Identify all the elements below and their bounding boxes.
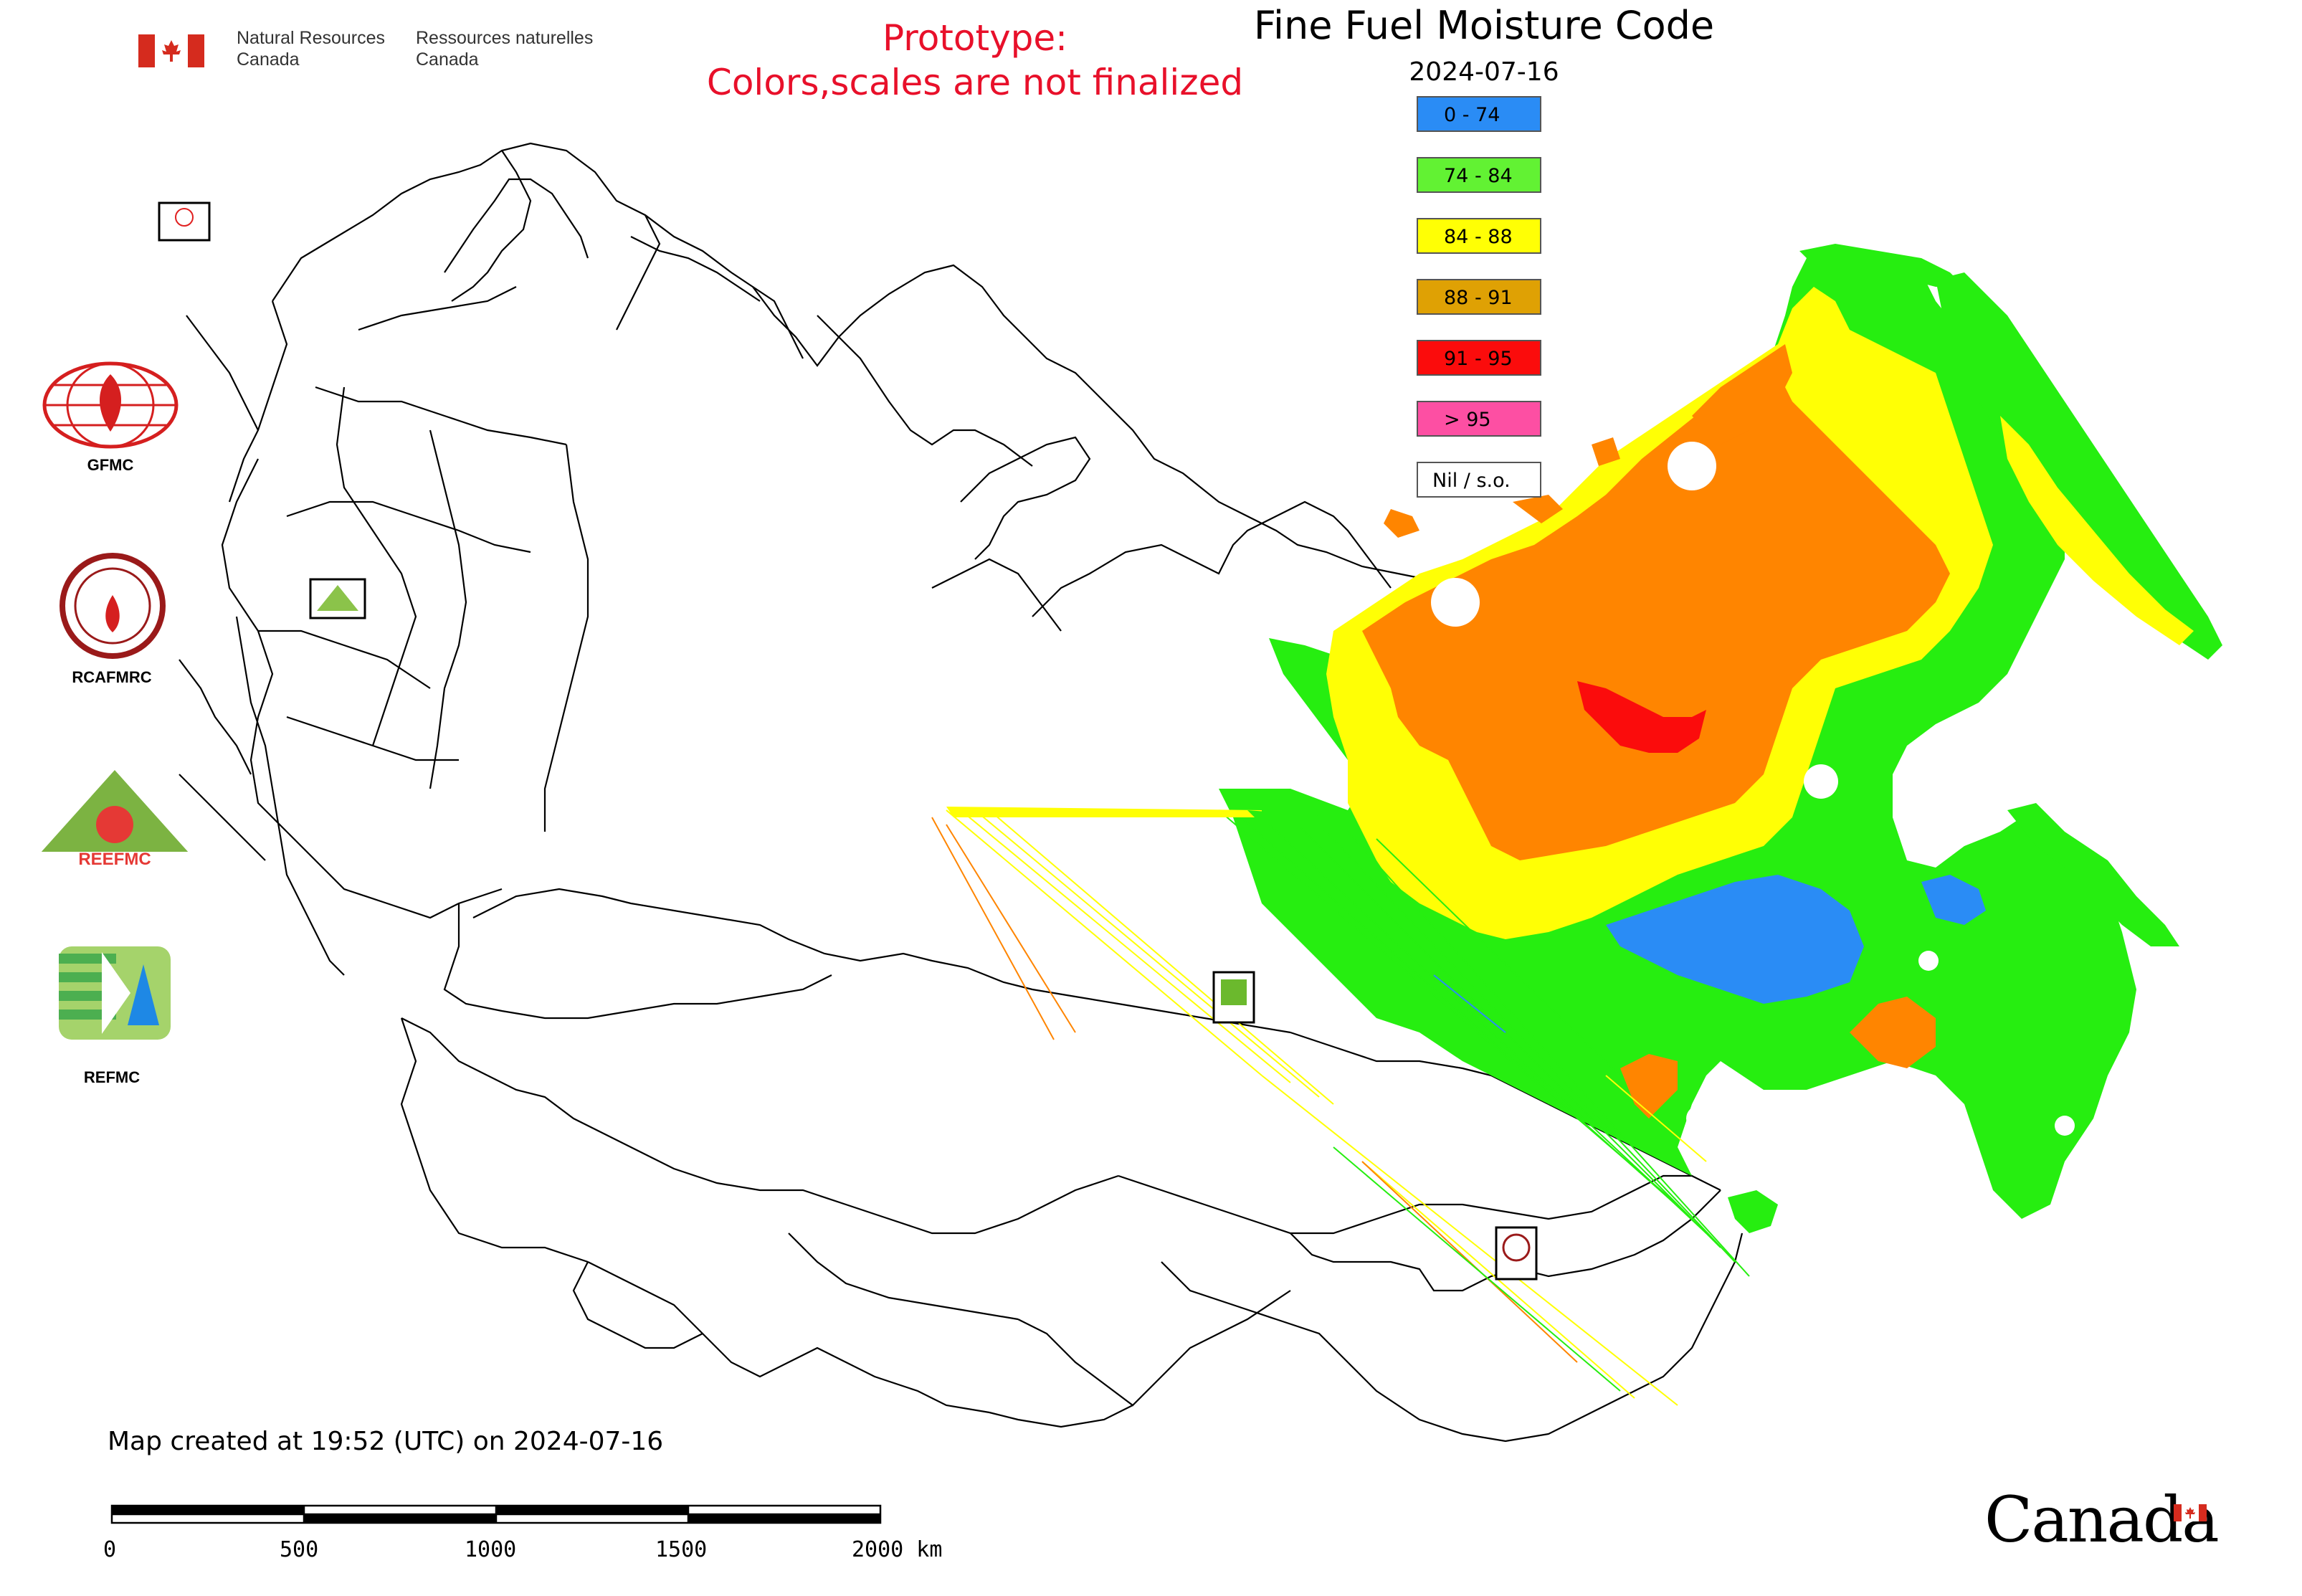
refmc-logo-label: REFMC (83, 1068, 141, 1086)
agency-name-en: Natural Resources Canada (237, 28, 386, 70)
refmc-logo-icon (59, 946, 171, 1040)
legend-item: 88 - 91 (1417, 279, 1541, 315)
scale-tick-1500: 1500 (655, 1537, 708, 1562)
map-date: 2024-07-16 (1409, 57, 1559, 87)
legend-item: > 95 (1417, 401, 1541, 437)
legend-item: 91 - 95 (1417, 340, 1541, 376)
gfmc-logo-label: GFMC (87, 456, 134, 474)
rcafmrc-logo-label: RCAFMRC (72, 668, 152, 686)
scale-tick-0: 0 (103, 1537, 117, 1562)
legend-item: 0 - 74 (1417, 96, 1541, 132)
legend-item: 84 - 88 (1417, 218, 1541, 254)
legend-item: Nil / s.o. (1417, 462, 1541, 498)
scale-tick-1000: 1000 (465, 1537, 517, 1562)
map-created-timestamp: Map created at 19:52 (UTC) on 2024-07-16 (108, 1427, 664, 1456)
map-title: Fine Fuel Moisture Code (1253, 3, 1715, 48)
svg-text:REEFMC: REEFMC (78, 850, 151, 868)
prototype-notice: Prototype: Colors,scales are not finaliz… (706, 17, 1244, 103)
scale-tick-500: 500 (280, 1537, 319, 1562)
scale-bar-fill (112, 1506, 880, 1523)
scale-tick-2000: 2000 km (852, 1537, 943, 1562)
rcafmrc-logo-icon (59, 552, 166, 660)
agency-name-fr: Ressources naturelles Canada (416, 28, 594, 70)
reefmc-logo-icon: REEFMC (37, 767, 192, 869)
legend-item: 74 - 84 (1417, 157, 1541, 193)
map-center-markers (158, 201, 1538, 1281)
gfmc-logo-icon (40, 360, 181, 450)
ffmc-data-overlay (931, 244, 2222, 1406)
canada-wordmark-flag-icon (2174, 1504, 2207, 1521)
canada-flag-icon (138, 34, 204, 67)
